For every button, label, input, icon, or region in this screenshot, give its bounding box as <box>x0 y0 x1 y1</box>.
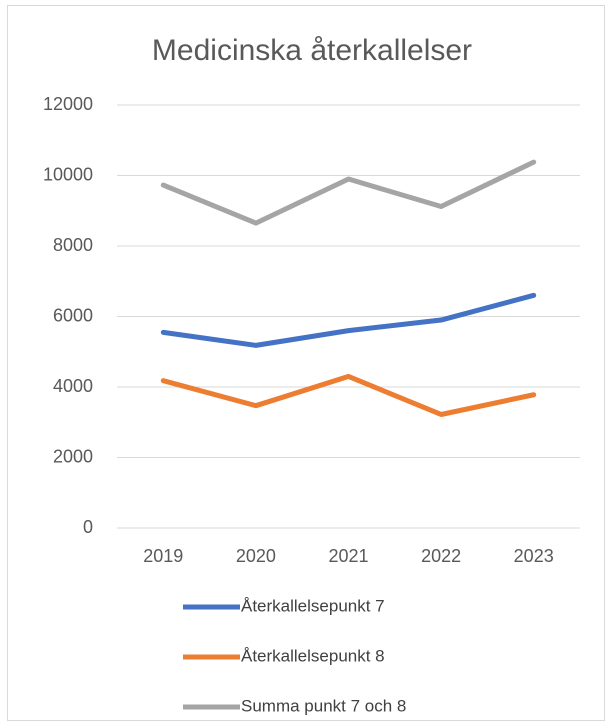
y-tick-label: 10000 <box>43 164 93 184</box>
series-line <box>160 373 537 417</box>
y-tick-label: 4000 <box>53 376 93 396</box>
x-tick-label: 2023 <box>514 546 554 566</box>
series-line <box>160 159 537 226</box>
legend-label: Återkallelsepunkt 7 <box>241 596 385 615</box>
x-tick-label: 2019 <box>143 546 183 566</box>
chart-border <box>7 5 605 721</box>
x-tick-label: 2020 <box>236 546 276 566</box>
y-tick-label: 6000 <box>53 305 93 325</box>
y-tick-label: 0 <box>83 517 93 537</box>
y-tick-label: 12000 <box>43 94 93 114</box>
legend-label: Summa punkt 7 och 8 <box>241 696 406 715</box>
y-tick-label: 8000 <box>53 235 93 255</box>
x-tick-label: 2021 <box>328 546 368 566</box>
x-tick-label: 2022 <box>421 546 461 566</box>
legend-label: Återkallelsepunkt 8 <box>241 646 385 665</box>
y-tick-label: 2000 <box>53 446 93 466</box>
chart-title: Medicinska återkallelser <box>152 34 472 67</box>
series-line <box>160 292 537 348</box>
